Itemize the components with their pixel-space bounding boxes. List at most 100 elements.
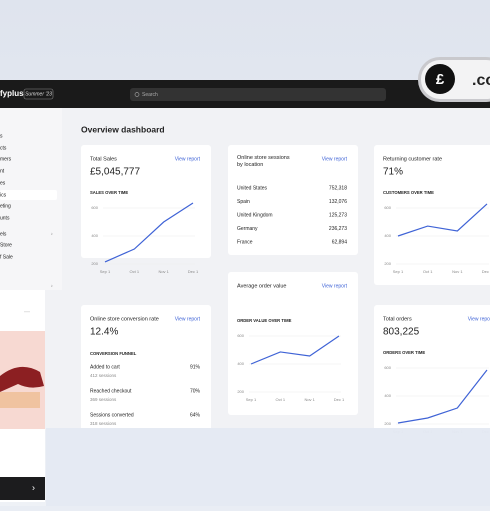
sidebar-item: unts bbox=[0, 215, 10, 221]
funnel-sessions: 369 sessions bbox=[90, 397, 117, 402]
currency-icon-bg bbox=[425, 64, 455, 94]
sidebar-item: cts bbox=[0, 145, 7, 151]
funnel-sessions: 412 sessions bbox=[90, 373, 117, 378]
view-report[interactable]: View report bbox=[175, 156, 201, 162]
card-value: 12.4% bbox=[90, 327, 118, 338]
sidebar-item: Store bbox=[0, 242, 12, 248]
x-tick-label: Oct 1 bbox=[276, 397, 286, 402]
currency-text: .co bbox=[472, 72, 490, 89]
card-title: Total orders bbox=[383, 316, 412, 322]
x-tick-label: Nov 1 bbox=[158, 269, 169, 274]
y-tick-label: 400 bbox=[384, 393, 391, 398]
y-tick-label: 200 bbox=[237, 389, 244, 394]
view-report[interactable]: View report bbox=[322, 283, 348, 289]
x-tick-label: Sep 1 bbox=[100, 269, 111, 274]
y-tick-label: 600 bbox=[384, 205, 391, 210]
sidebar-item: ics bbox=[0, 192, 7, 198]
more-menu[interactable]: ··· bbox=[24, 310, 30, 316]
product-shoe bbox=[0, 366, 44, 392]
sidebar-item: els bbox=[0, 231, 7, 237]
x-tick-label: Dec 1 bbox=[188, 269, 199, 274]
sidebar-item: mers bbox=[0, 156, 12, 162]
card-title: Online store conversion rate bbox=[90, 316, 159, 322]
view-report[interactable]: View report bbox=[322, 156, 348, 162]
y-tick-label: 400 bbox=[91, 233, 98, 238]
funnel-sessions: 318 sessions bbox=[90, 421, 117, 426]
row-value: 62,894 bbox=[332, 239, 348, 245]
card-subtitle: SALES OVER TIME bbox=[90, 190, 128, 195]
view-report[interactable]: View report bbox=[175, 316, 201, 322]
funnel-label: Added to cart bbox=[90, 364, 120, 370]
card-title: Returning customer rate bbox=[383, 156, 442, 162]
sidebar-item: es bbox=[0, 180, 6, 186]
card-subtitle: ORDER VALUE OVER TIME bbox=[237, 318, 292, 323]
x-tick-label: Dec 1 bbox=[334, 397, 345, 402]
row-value: 125,273 bbox=[329, 212, 347, 218]
funnel-label: Reached checkout bbox=[90, 388, 132, 394]
line bbox=[104, 202, 194, 263]
sidebar-item: eting bbox=[0, 203, 11, 209]
card bbox=[374, 305, 490, 435]
row-label: United States bbox=[237, 185, 268, 191]
row-value: 132,076 bbox=[329, 199, 347, 205]
chevron: › bbox=[51, 231, 53, 237]
y-tick-label: 200 bbox=[384, 261, 391, 266]
x-tick-label: Oct 1 bbox=[130, 269, 140, 274]
page-title: Overview dashboard bbox=[81, 124, 165, 134]
card-title-line: Online store sessions bbox=[237, 155, 290, 161]
card bbox=[228, 272, 358, 415]
y-tick-label: 200 bbox=[384, 421, 391, 426]
row-label: United Kingdom bbox=[237, 212, 273, 218]
card-value: 803,225 bbox=[383, 327, 420, 338]
card-value: £5,045,777 bbox=[90, 167, 140, 178]
funnel-value: 70% bbox=[190, 388, 201, 394]
card-title: Total Sales bbox=[90, 156, 117, 162]
badge-box bbox=[23, 88, 54, 100]
sidebar-item: f Sale bbox=[0, 254, 13, 260]
card bbox=[81, 145, 211, 258]
row-label: Spain bbox=[237, 199, 250, 205]
row-value: 236,273 bbox=[329, 226, 347, 232]
y-tick-label: 400 bbox=[384, 233, 391, 238]
row-label: Germany bbox=[237, 226, 258, 232]
product-sole bbox=[0, 392, 40, 408]
card-subtitle: CUSTOMERS OVER TIME bbox=[383, 190, 434, 195]
x-tick-label: Nov 1 bbox=[304, 397, 315, 402]
view-report[interactable]: View report bbox=[468, 316, 490, 322]
card-title-line: by location bbox=[237, 162, 263, 168]
line bbox=[397, 203, 488, 237]
card bbox=[374, 145, 490, 285]
funnel-value: 64% bbox=[190, 412, 201, 418]
x-tick-label: Dec 1 bbox=[482, 269, 490, 274]
search-placeholder: Search bbox=[142, 92, 158, 98]
row-label: France bbox=[237, 239, 253, 245]
search-icon bbox=[134, 92, 140, 97]
funnel-value: 91% bbox=[190, 364, 201, 370]
x-tick-label: Sep 1 bbox=[246, 397, 257, 402]
product-bar[interactable] bbox=[0, 477, 45, 500]
card-title: Online store sessions by location bbox=[237, 155, 290, 168]
x-tick-label: Oct 1 bbox=[423, 269, 433, 274]
card bbox=[81, 305, 211, 435]
y-tick-label: 200 bbox=[91, 261, 98, 266]
y-tick-label: 600 bbox=[91, 205, 98, 210]
sidebar-item: nt bbox=[0, 168, 5, 174]
line bbox=[397, 369, 488, 424]
x-tick-label: Sep 1 bbox=[393, 269, 404, 274]
badge: Summer '23 bbox=[25, 91, 52, 97]
y-tick-label: 400 bbox=[237, 361, 244, 366]
chevron: › bbox=[51, 283, 53, 289]
currency-icon: £ bbox=[436, 71, 445, 88]
sidebar-active bbox=[0, 190, 57, 200]
card-subtitle: CONVERSION FUNNEL bbox=[90, 351, 137, 356]
row-value: 752,318 bbox=[329, 185, 347, 191]
logo: fyplus bbox=[0, 89, 24, 98]
sidebar-item: s bbox=[0, 133, 3, 139]
card bbox=[228, 145, 358, 255]
card-title: Average order value bbox=[237, 283, 286, 289]
y-tick-label: 600 bbox=[384, 365, 391, 370]
card-subtitle: ORDERS OVER TIME bbox=[383, 350, 425, 355]
search-box[interactable] bbox=[130, 88, 386, 101]
